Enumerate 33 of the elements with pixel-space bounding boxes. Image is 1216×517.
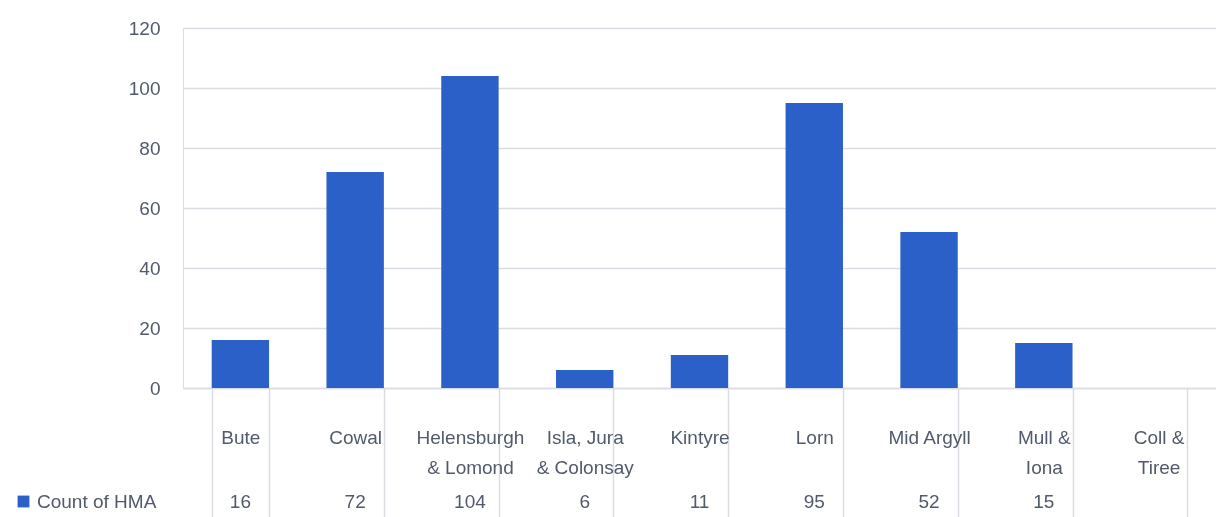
x-tick-label: Lorn xyxy=(795,426,834,448)
data-label: 72 xyxy=(344,491,366,512)
data-label: 15 xyxy=(1033,491,1055,512)
x-tick-label: Kintyre xyxy=(670,426,730,448)
bar xyxy=(1015,343,1073,388)
x-tick-label: Coll & Tiree xyxy=(1133,426,1185,478)
x-tick-label: Helensburgh & Lomond xyxy=(416,426,525,478)
bar xyxy=(670,355,729,388)
x-tick-label: Mid Argyll xyxy=(888,426,971,448)
bar xyxy=(556,370,614,388)
legend-label: Count of HMA xyxy=(37,490,157,512)
bar xyxy=(211,340,270,388)
data-label: 11 xyxy=(689,491,710,512)
y-tick-label: 100 xyxy=(128,77,161,99)
data-label: 52 xyxy=(918,491,940,512)
bar xyxy=(785,103,843,388)
data-label: 104 xyxy=(454,491,487,512)
x-tick-label: Bute xyxy=(221,426,261,448)
y-tick-label: 40 xyxy=(139,257,161,279)
data-label: 16 xyxy=(229,491,251,512)
y-tick-label: 60 xyxy=(139,197,161,219)
x-tick-label: Isla, Jura & Colonsay xyxy=(536,426,635,478)
y-tick-label: 0 xyxy=(149,377,161,399)
y-tick-label: 120 xyxy=(128,17,161,39)
data-label: 95 xyxy=(803,491,825,512)
y-tick-label: 80 xyxy=(139,137,161,159)
bar xyxy=(900,232,958,388)
data-label: 6 xyxy=(579,491,591,512)
bar xyxy=(326,172,384,388)
x-tick-label: Mull & Iona xyxy=(1017,426,1072,478)
bar xyxy=(441,76,499,388)
x-tick-label: Cowal xyxy=(329,426,383,448)
y-tick-label: 20 xyxy=(139,317,161,339)
